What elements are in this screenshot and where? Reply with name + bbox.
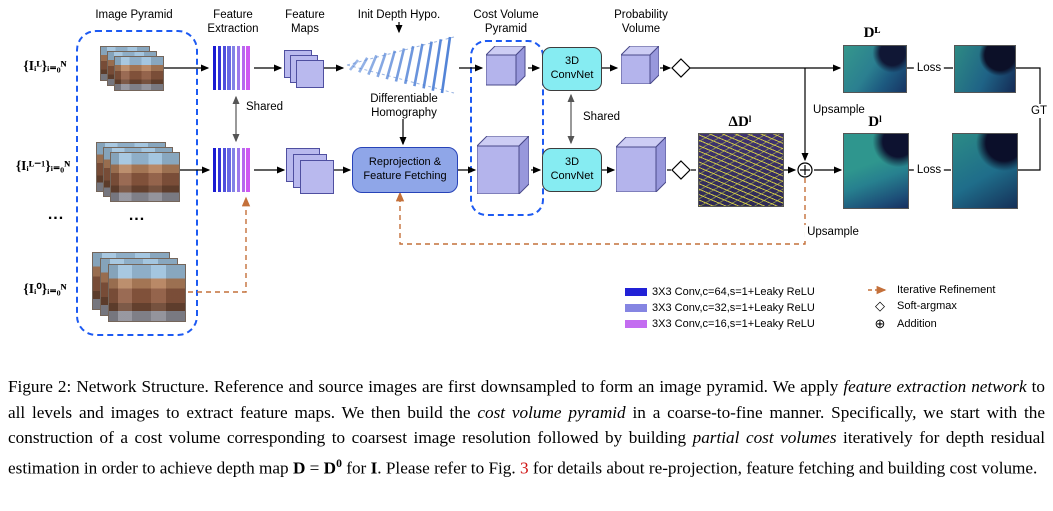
addition-icon xyxy=(797,162,813,178)
gt-label: GT xyxy=(1028,104,1050,119)
probability-volume-cube-top xyxy=(621,46,659,84)
photo xyxy=(110,152,180,203)
caption-italic: feature extraction network xyxy=(843,377,1027,396)
legend-label: Iterative Refinement xyxy=(897,284,996,296)
pyramid-label-L1: {Iᵢᴸ⁻¹}ᵢ₌₀ᴺ xyxy=(15,158,71,173)
caption-text: to all levels and images to extract feat… xyxy=(8,377,1045,422)
diamond-icon: ◇ xyxy=(875,298,885,313)
header-cost-volume-pyramid: Cost Volume Pyramid xyxy=(473,9,539,36)
legend-label: 3X3 Conv,c=64,s=1+Leaky ReLU xyxy=(652,286,815,298)
caption-italic: partial cost volumes xyxy=(692,428,837,447)
reprojection-label: Reprojection & Feature Fetching xyxy=(363,156,447,182)
pyramid-ellipsis: ... xyxy=(128,207,146,224)
header-feature-maps: Feature Maps xyxy=(285,9,325,36)
legend-item: 3X3 Conv,c=32,s=1+Leaky ReLU xyxy=(625,302,815,314)
depth-residual-image xyxy=(698,133,784,207)
shared-label-features: Shared xyxy=(246,101,284,113)
d-residual-label: ΔDˡ xyxy=(728,114,752,130)
gt-depth-image-top xyxy=(954,45,1016,93)
caption-text: = xyxy=(305,458,324,478)
caption-text: for details about re-projection, feature… xyxy=(528,458,1038,478)
reprojection-feature-fetching-node: Reprojection & Feature Fetching xyxy=(352,147,458,193)
softargmax-icons xyxy=(671,58,691,180)
pyramid-label-0: {Iᵢ⁰}ᵢ₌₀ᴺ xyxy=(23,281,67,296)
loss-label-bottom: Loss xyxy=(913,163,945,178)
network-structure-diagram: Image Pyramid Feature Extraction Feature… xyxy=(15,9,1050,336)
d-fine-label: Dˡ xyxy=(868,114,882,130)
gt-depth-image-bottom xyxy=(952,133,1018,209)
header-probability-volume: Probability Volume xyxy=(614,9,668,36)
header-feature-extraction: Feature Extraction xyxy=(207,9,259,36)
dashed-arrow-icon xyxy=(868,285,892,295)
feature-extraction-layers-top xyxy=(213,46,250,90)
d-coarse-label: Dᴸ xyxy=(863,25,881,41)
caption-italic: cost volume pyramid xyxy=(477,402,626,422)
connector-overlay xyxy=(164,22,1041,293)
cost-volume-cube-top xyxy=(486,46,526,86)
legend-item: 3X3 Conv,c=16,s=1+Leaky ReLU xyxy=(625,318,815,330)
header-init-depth-hypo: Init Depth Hypo. xyxy=(357,9,441,21)
caption-text: . Please refer to Fig. xyxy=(377,458,520,478)
conv32-swatch-icon xyxy=(625,304,647,312)
legend-item: 3X3 Conv,c=64,s=1+Leaky ReLU xyxy=(625,286,815,298)
legend-label: Addition xyxy=(897,318,937,330)
shared-label-convnet: Shared xyxy=(583,111,621,123)
legend-label: Soft-argmax xyxy=(897,300,957,312)
upsample-label-top: Upsample xyxy=(810,103,868,118)
caption-bold: D xyxy=(323,458,337,478)
legend-item: ⊕ Addition xyxy=(868,316,995,332)
header-image-pyramid: Image Pyramid xyxy=(95,9,173,21)
upsample-label-bottom: Upsample xyxy=(804,225,862,240)
caption-text: in a coarse-to-fine manner. Specifically… xyxy=(8,402,1045,448)
differentiable-homography-label: Differentiable Homography xyxy=(370,93,438,120)
pyramid-label-ellipsis: ... xyxy=(47,206,65,223)
legend-symbols: Iterative Refinement ◇ Soft-argmax ⊕ Add… xyxy=(868,284,995,332)
conv3d-node-mid: 3D ConvNet xyxy=(542,148,602,192)
conv64-swatch-icon xyxy=(625,288,647,296)
legend-conv-types: 3X3 Conv,c=64,s=1+Leaky ReLU 3X3 Conv,c=… xyxy=(625,286,815,330)
figure-reference-link[interactable]: 3 xyxy=(519,458,529,478)
legend-item: ◇ Soft-argmax xyxy=(868,298,995,314)
iterative-refinement-paths xyxy=(188,178,806,293)
feature-extraction-layers-mid xyxy=(213,148,250,192)
depth-hypothesis-frustum xyxy=(346,36,455,94)
caption-bold: I xyxy=(370,458,378,478)
probability-volume-cube-mid xyxy=(616,137,666,192)
pyramid-label-L: {Iᵢᴸ}ᵢ₌₀ᴺ xyxy=(23,58,67,73)
photo xyxy=(114,56,164,92)
caption-text: iteratively for depth residual estimatio… xyxy=(8,428,1046,478)
conv3d-label: 3D ConvNet xyxy=(550,55,594,81)
conv3d-label: 3D ConvNet xyxy=(550,156,594,182)
legend-item: Iterative Refinement xyxy=(868,284,995,296)
conv16-swatch-icon xyxy=(625,320,647,328)
depth-map-coarse-image xyxy=(843,45,907,93)
shared-double-arrows xyxy=(232,93,575,145)
caption-text: Figure 2: Network Structure. Reference a… xyxy=(8,377,844,396)
photo xyxy=(108,263,186,322)
cost-volume-pyramid-outline xyxy=(470,40,544,216)
cost-volume-cube-mid xyxy=(477,136,529,194)
caption-text: for xyxy=(341,458,371,478)
depth-map-fine-image xyxy=(843,133,909,209)
image-pyramid-outline xyxy=(76,30,198,336)
legend-label: 3X3 Conv,c=32,s=1+Leaky ReLU xyxy=(652,302,815,314)
legend-label: 3X3 Conv,c=16,s=1+Leaky ReLU xyxy=(652,318,815,330)
oplus-icon: ⊕ xyxy=(874,316,886,331)
caption-bold: D xyxy=(292,458,306,478)
caption-superscript: 0 xyxy=(336,456,342,470)
soft-argmax-diamond-icon xyxy=(671,160,691,180)
black-connectors xyxy=(164,22,1041,174)
conv3d-node-top: 3D ConvNet xyxy=(542,47,602,91)
loss-label-top: Loss xyxy=(913,61,945,76)
soft-argmax-diamond-icon xyxy=(671,58,691,78)
figure-caption: Figure 2: Network Structure. Reference a… xyxy=(8,374,1045,481)
